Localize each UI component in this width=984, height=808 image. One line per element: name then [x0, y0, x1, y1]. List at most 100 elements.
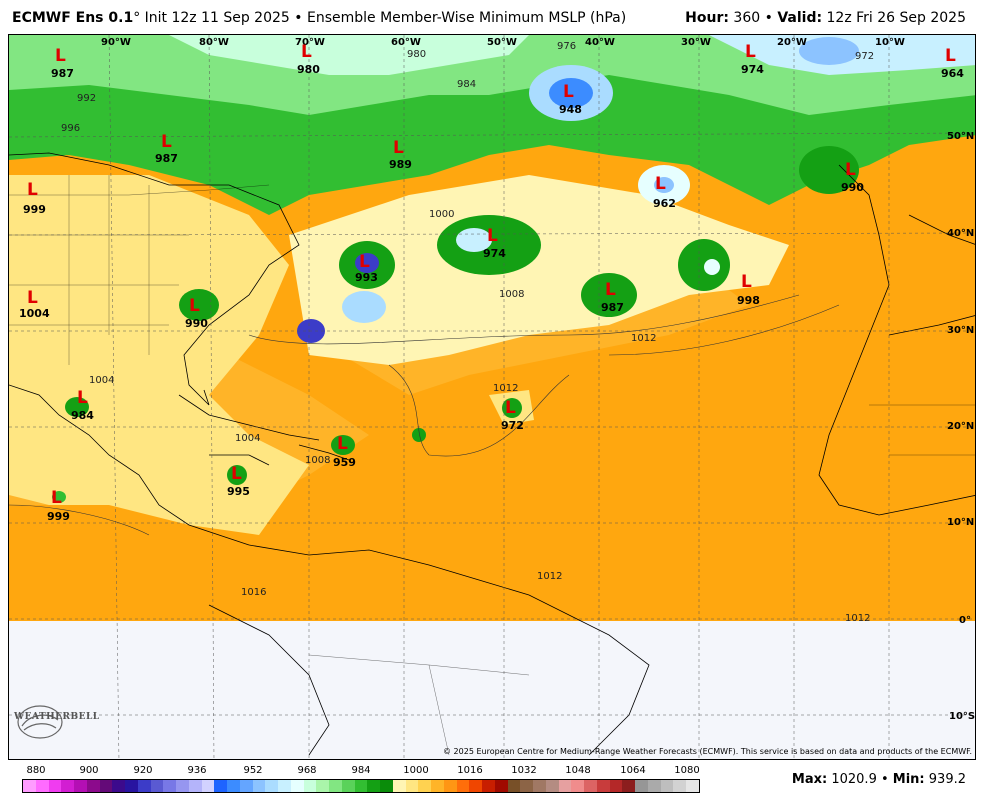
low-value: 993	[355, 271, 378, 284]
colorbar-tick: 880	[26, 765, 46, 776]
colorbar-swatch	[112, 780, 125, 792]
colorbar-swatch	[137, 780, 151, 792]
colorbar-swatch	[533, 780, 546, 792]
low-value: 987	[601, 301, 624, 314]
lon-label-4: 60°W	[391, 37, 421, 48]
lat-label-6: 0°	[959, 615, 971, 626]
model-name: ECMWF Ens 0.1	[12, 10, 134, 26]
mslp-map: 90°W 80°W 70°W 60°W 50°W 40°W 30°W 20°W …	[8, 34, 976, 760]
colorbar-swatch	[61, 780, 74, 792]
colorbar-swatch	[673, 780, 686, 792]
low-L: L	[27, 288, 38, 308]
colorbar-ticks: 880 900 920 936 952 968 984 1000 1016 10…	[22, 765, 700, 777]
field-stats: Max: 1020.9 • Min: 939.2	[792, 772, 966, 787]
graticule	[9, 35, 975, 759]
isobars	[9, 294, 840, 536]
low-value: 995	[227, 485, 250, 498]
colorbar-swatch	[469, 780, 482, 792]
hour-value: 360 •	[728, 10, 778, 26]
low-value: 974	[483, 247, 506, 260]
init-text: ° Init 12z 11 Sep 2025 • Ensemble Member…	[133, 10, 627, 26]
colorbar-tick: 952	[243, 765, 263, 776]
colorbar-swatch	[443, 780, 457, 792]
low-value: 980	[297, 63, 320, 76]
low-999-pacific: L 999	[47, 488, 70, 523]
map-canvas: 90°W 80°W 70°W 60°W 50°W 40°W 30°W 20°W …	[9, 35, 975, 759]
colorbar-swatch	[188, 780, 202, 792]
lon-label-1: 90°W	[101, 37, 131, 48]
low-L: L	[741, 272, 752, 292]
colorbar-swatch	[227, 780, 240, 792]
contour-label: 1012	[631, 333, 656, 344]
colorbar-tick: 1064	[620, 765, 646, 776]
contour-label: 980	[407, 49, 426, 60]
low-L: L	[55, 46, 66, 66]
low-999-west: L 999	[23, 180, 46, 216]
colorbar-tick: 1080	[674, 765, 700, 776]
colorbar-swatch	[329, 780, 342, 792]
low-L: L	[845, 160, 856, 180]
cyclone-south-inner	[342, 291, 386, 323]
max-label: Max:	[791, 772, 828, 787]
colorbar-swatch	[431, 780, 444, 792]
low-L: L	[231, 464, 242, 484]
map-title: ECMWF Ens 0.1° Init 12z 11 Sep 2025 • En…	[12, 10, 626, 32]
colorbar-swatch	[392, 780, 406, 792]
low-962: L 962	[653, 174, 676, 210]
lon-label-6: 40°W	[585, 37, 615, 48]
copyright-notice: © 2025 European Centre for Medium-Range …	[443, 747, 972, 756]
low-value: 990	[185, 317, 208, 330]
colorbar-swatch	[380, 780, 393, 792]
colorbar-swatch	[622, 780, 635, 792]
colorbar-swatch	[584, 780, 597, 792]
colorbar-swatch	[405, 780, 419, 792]
lon-label-2: 80°W	[199, 37, 229, 48]
colorbar-swatch	[99, 780, 113, 792]
low-998: L 998	[737, 272, 760, 307]
colorbar-swatch	[278, 780, 291, 792]
no-data-region	[9, 621, 975, 759]
cyclone-962-inner	[654, 177, 674, 193]
min-label: Min:	[892, 772, 925, 787]
cyclone-990-ring	[799, 146, 859, 194]
cyclone-999-core	[52, 491, 66, 503]
low-L: L	[77, 388, 88, 408]
colorbar-swatch	[341, 780, 355, 792]
cyclone-995-core	[227, 465, 247, 485]
cyclone-ne-inner	[799, 37, 859, 65]
low-value: 972	[501, 419, 524, 432]
low-L: L	[563, 82, 574, 102]
fill-paleggreen-north	[169, 35, 529, 75]
contour-label: 1008	[305, 455, 330, 466]
low-L: L	[487, 226, 498, 246]
max-value: 1020.9	[827, 772, 877, 787]
low-value: 984	[71, 409, 94, 422]
contour-label: 976	[557, 41, 576, 52]
cyclone-990-coast	[179, 289, 219, 321]
lat-label-3: 30°N	[947, 325, 974, 336]
colorbar-swatch	[456, 780, 470, 792]
borders	[9, 175, 975, 756]
low-L: L	[605, 280, 616, 300]
cyclone-984-core	[65, 397, 89, 417]
colorbar-tick: 900	[79, 765, 99, 776]
lat-label-2: 40°N	[947, 228, 974, 239]
low-value: 998	[737, 294, 760, 307]
colorbar-tick: 968	[297, 765, 317, 776]
low-L: L	[189, 296, 200, 316]
contour-label: 972	[855, 51, 874, 62]
colorbar-swatch	[418, 780, 431, 792]
colorbar-swatch	[74, 780, 87, 792]
min-value: 939.2	[924, 772, 966, 787]
colorbar-swatch	[507, 780, 521, 792]
contour-label: 1012	[845, 613, 870, 624]
lon-label-5: 50°W	[487, 37, 517, 48]
cyclone-972-core	[502, 398, 522, 418]
